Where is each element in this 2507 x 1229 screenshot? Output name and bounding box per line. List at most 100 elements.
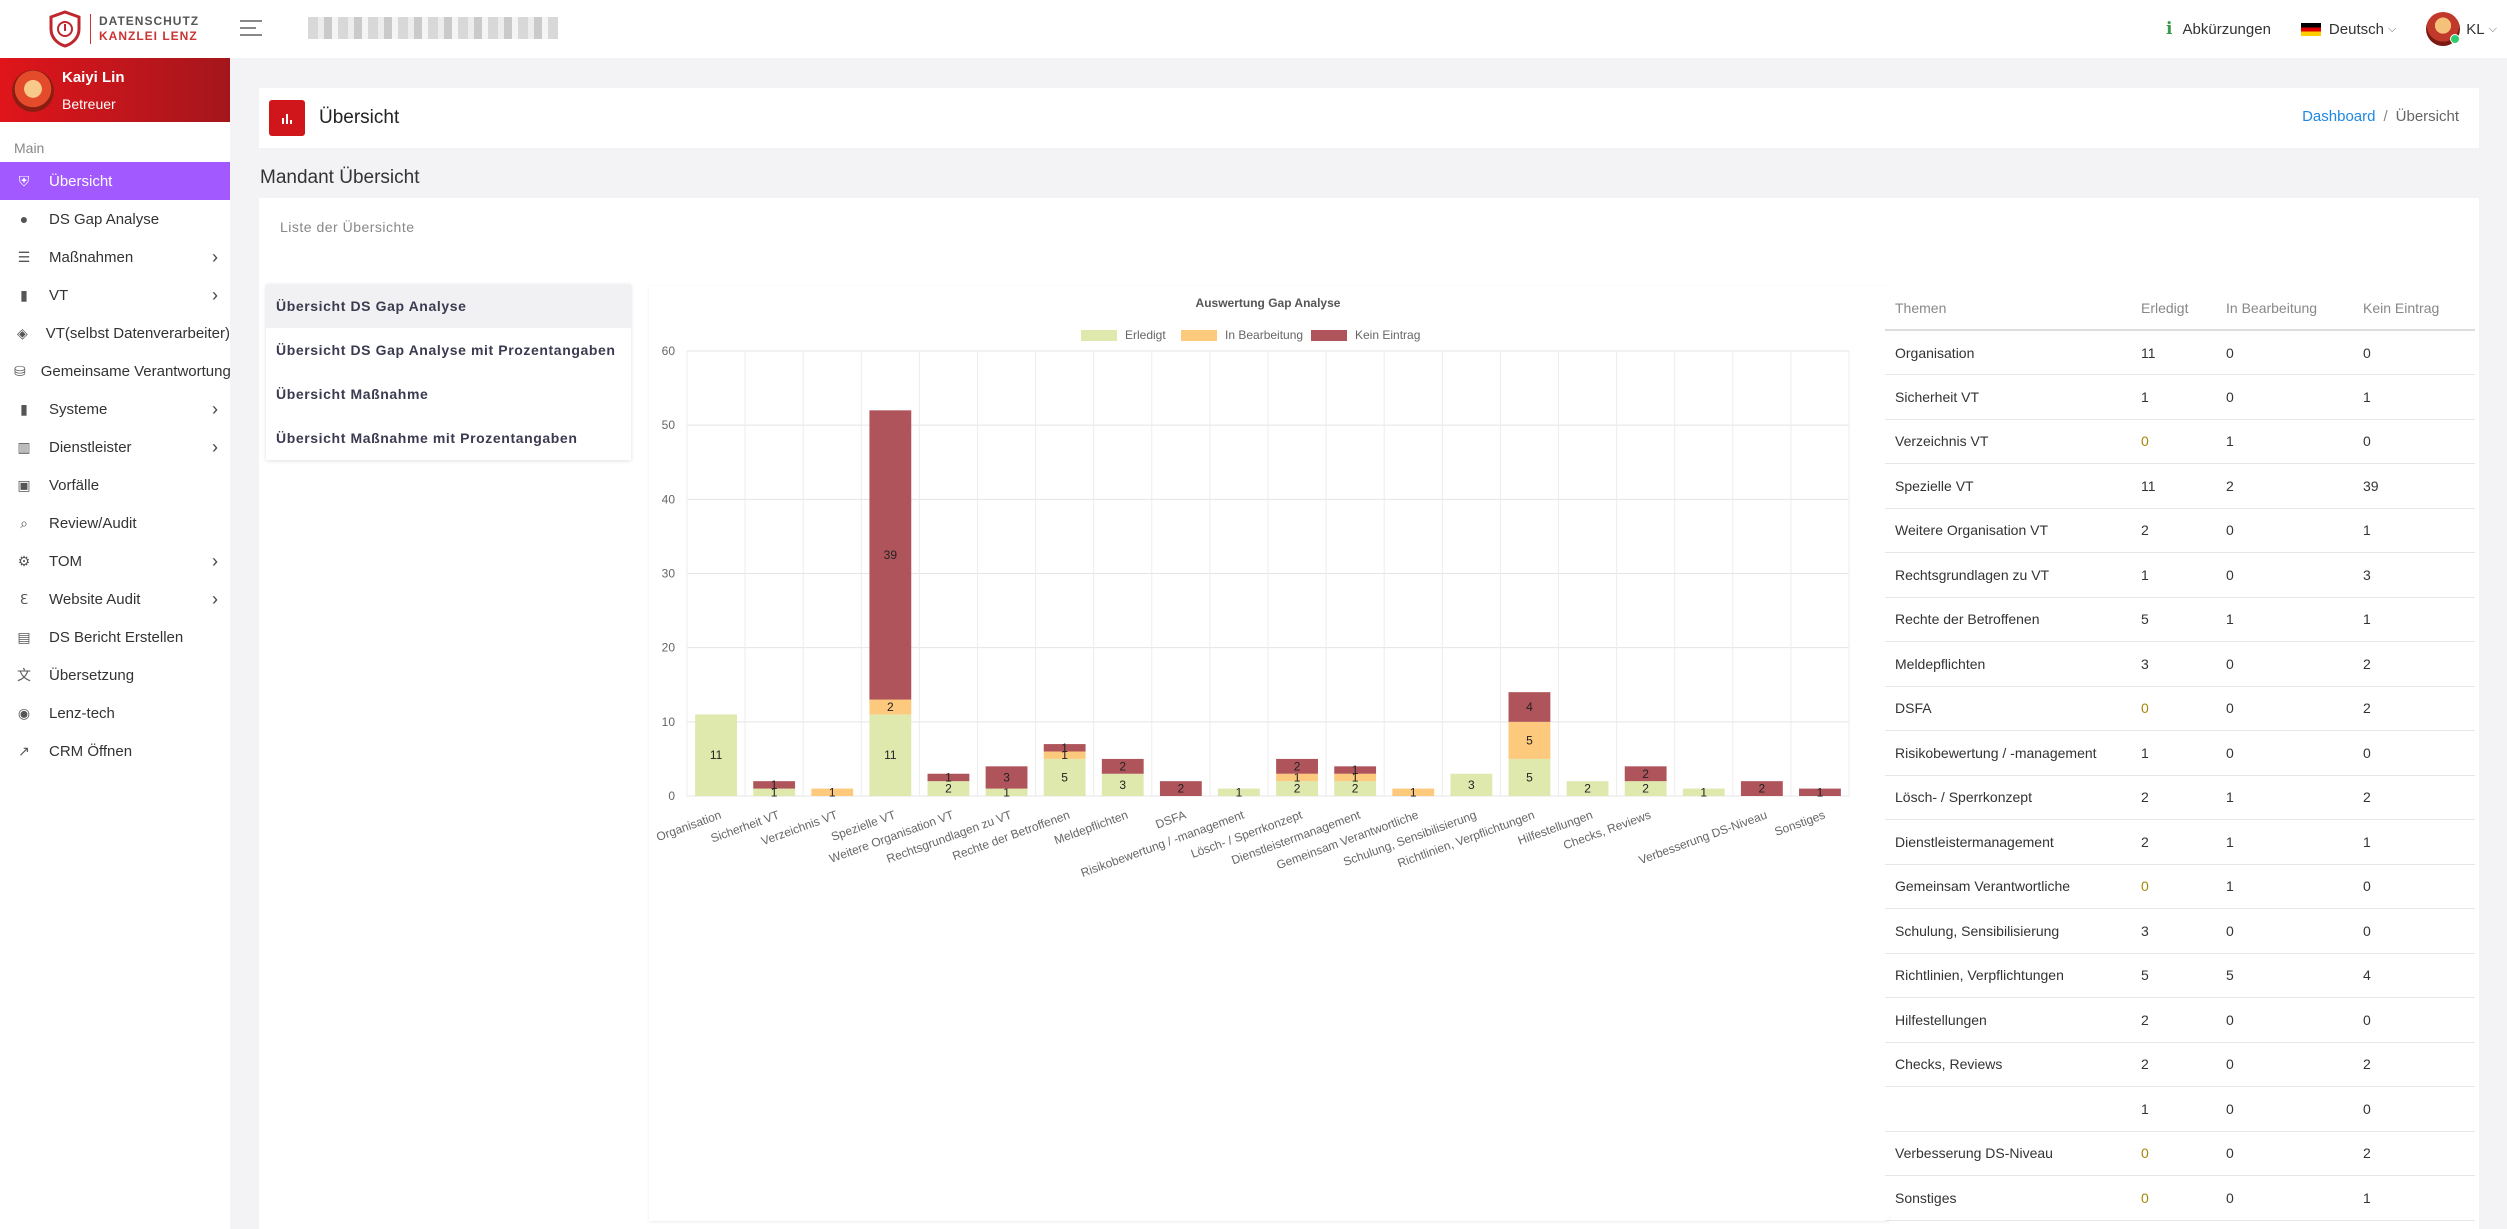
in-bearbeitung-cell: 2 <box>2216 463 2353 509</box>
column-header-erledigt[interactable]: Erledigt <box>2131 286 2216 331</box>
column-header-kein-eintrag[interactable]: Kein Eintrag <box>2353 286 2475 331</box>
sidebar-item-label: Übersetzung <box>49 666 135 684</box>
kein-eintrag-cell: 1 <box>2353 819 2475 865</box>
menu-item-massnahme[interactable]: Übersicht Maßnahme <box>276 386 429 402</box>
sidebar-item-8[interactable]: ▣ Vorfälle <box>0 466 230 504</box>
erledigt-cell: 2 <box>2131 997 2216 1043</box>
logo[interactable]: DATENSCHUTZ KANZLEI LENZ <box>48 10 199 48</box>
overview-card: Liste der Übersichte Übersicht DS Gap An… <box>259 198 2479 1229</box>
topic-cell: Gemeinsam Verantwortliche <box>1885 864 2131 909</box>
legend-swatch <box>1081 330 1117 341</box>
sidebar-item-label: VT(selbst Datenverarbeiter) <box>45 324 230 342</box>
sidebar-item-13[interactable]: 文 Übersetzung <box>0 656 230 694</box>
data-label: 1 <box>1061 741 1068 755</box>
user-card[interactable]: Kaiyi Lin Betreuer <box>0 58 230 122</box>
topic-cell: Sicherheit VT <box>1885 374 2131 420</box>
erledigt-cell: 3 <box>2131 641 2216 687</box>
bar-segment <box>927 773 970 782</box>
chart-title: Auswertung Gap Analyse <box>1196 296 1341 310</box>
user-menu[interactable]: KL ⌵ <box>2426 12 2497 46</box>
bar-segment <box>1276 781 1318 796</box>
language-select[interactable]: Deutsch ⌵ <box>2300 21 2396 38</box>
logo-line-2: KANZLEI LENZ <box>99 29 198 43</box>
erledigt-cell: 0 <box>2131 419 2216 464</box>
kein-eintrag-cell: 0 <box>2353 864 2475 909</box>
logo-line-1: DATENSCHUTZ <box>99 14 200 28</box>
topic-cell: Checks, Reviews <box>1885 1042 2131 1087</box>
menu-item-massnahme-percent[interactable]: Übersicht Maßnahme mit Prozentangaben <box>276 430 578 446</box>
bar-segment <box>985 766 1028 789</box>
sidebar-item-12[interactable]: ▤ DS Bericht Erstellen <box>0 618 230 656</box>
sidebar-item-4[interactable]: ◈ VT(selbst Datenverarbeiter) <box>0 314 230 352</box>
bar-segment <box>1624 781 1667 796</box>
data-label: 5 <box>1526 733 1533 747</box>
bar-segment <box>1799 788 1841 796</box>
kein-eintrag-cell: 0 <box>2353 730 2475 776</box>
data-label: 2 <box>1119 759 1126 773</box>
search-icon: ⌕ <box>20 514 28 531</box>
data-label: 2 <box>1178 782 1185 796</box>
menu-item-gap-analyse[interactable]: Übersicht DS Gap Analyse <box>266 284 631 328</box>
external-link-icon: ↗ <box>18 742 30 759</box>
in-bearbeitung-cell: 0 <box>2216 552 2353 598</box>
sidebar-item-11[interactable]: ℇ Website Audit › <box>0 580 230 618</box>
kein-eintrag-cell: 0 <box>2353 330 2475 375</box>
bar-segment <box>1740 781 1783 796</box>
bar-segment <box>1276 758 1318 774</box>
abbreviations-link[interactable]: i Abkürzungen <box>2166 19 2271 39</box>
data-label: 3 <box>1003 770 1010 784</box>
sidebar-item-2[interactable]: ☰ Maßnahmen › <box>0 238 230 276</box>
menu-item-gap-analyse-percent[interactable]: Übersicht DS Gap Analyse mit Prozentanga… <box>276 342 616 358</box>
sidebar-item-10[interactable]: ⚙ TOM › <box>0 542 230 580</box>
table-row: Sicherheit VT 1 0 1 <box>1885 374 2475 420</box>
data-label: 1 <box>1410 785 1417 799</box>
topic-cell: Verzeichnis VT <box>1885 419 2131 464</box>
breadcrumb-dashboard-link[interactable]: Dashboard <box>2302 108 2376 125</box>
table-row: Risikobewertung / -management 1 0 0 <box>1885 730 2475 776</box>
sidebar-item-15[interactable]: ↗ CRM Öffnen <box>0 732 230 770</box>
logo-text: DATENSCHUTZ KANZLEI LENZ <box>90 14 199 44</box>
topic-cell: Dienstleistermanagement <box>1885 819 2131 865</box>
sidebar-item-label: Übersicht <box>49 172 113 190</box>
x-tick-label: Sonstiges <box>1773 808 1827 839</box>
sidebar-item-9[interactable]: ⌕ Review/Audit <box>0 504 230 542</box>
kein-eintrag-cell: 0 <box>2353 997 2475 1043</box>
table-row: Rechte der Betroffenen 5 1 1 <box>1885 597 2475 642</box>
user-name: Kaiyi Lin <box>62 69 125 86</box>
sidebar-item-1[interactable]: ● DS Gap Analyse <box>0 200 230 238</box>
erledigt-cell: 2 <box>2131 1042 2216 1087</box>
sidebar-item-0[interactable]: ⛨ Übersicht <box>0 162 230 200</box>
data-label: 2 <box>1294 782 1301 796</box>
sidebar-item-label: CRM Öffnen <box>49 742 133 760</box>
sidebar-item-3[interactable]: ▮ VT › <box>0 276 230 314</box>
sidebar-item-5[interactable]: ⛁ Gemeinsame Verantwortung <box>0 352 231 390</box>
sidebar-item-7[interactable]: ▥ Dienstleister › <box>0 428 230 466</box>
bar-segment <box>1566 781 1609 796</box>
bar-segment <box>1682 788 1725 796</box>
data-label: 1 <box>1061 748 1068 762</box>
sidebar-item-6[interactable]: ▮ Systeme › <box>0 390 230 428</box>
chevron-right-icon: › <box>212 551 218 571</box>
bar-segment <box>1508 758 1551 796</box>
in-bearbeitung-cell: 1 <box>2216 819 2353 865</box>
x-tick-label: Verbesserung DS-Niveau <box>1637 808 1769 867</box>
bar-segment <box>1043 744 1086 752</box>
menu-toggle-icon[interactable] <box>240 20 262 38</box>
y-tick-label: 0 <box>668 789 675 803</box>
in-bearbeitung-cell: 1 <box>2216 419 2353 464</box>
table-row: Gemeinsam Verantwortliche 0 1 0 <box>1885 864 2475 909</box>
erledigt-cell: 2 <box>2131 819 2216 865</box>
erledigt-cell: 1 <box>2131 552 2216 598</box>
y-tick-label: 40 <box>662 492 676 506</box>
in-bearbeitung-cell: 0 <box>2216 1175 2353 1221</box>
data-label: 2 <box>1352 782 1359 796</box>
column-header-in-bearbeitung[interactable]: In Bearbeitung <box>2216 286 2353 331</box>
column-header-themen[interactable]: Themen <box>1885 286 2131 331</box>
bar-segment <box>1101 758 1144 774</box>
in-bearbeitung-cell: 1 <box>2216 775 2353 820</box>
bar-segment <box>1334 781 1377 796</box>
document-icon: ▮ <box>20 286 28 303</box>
sidebar-item-14[interactable]: ◉ Lenz-tech <box>0 694 230 732</box>
kein-eintrag-cell: 1 <box>2353 597 2475 642</box>
